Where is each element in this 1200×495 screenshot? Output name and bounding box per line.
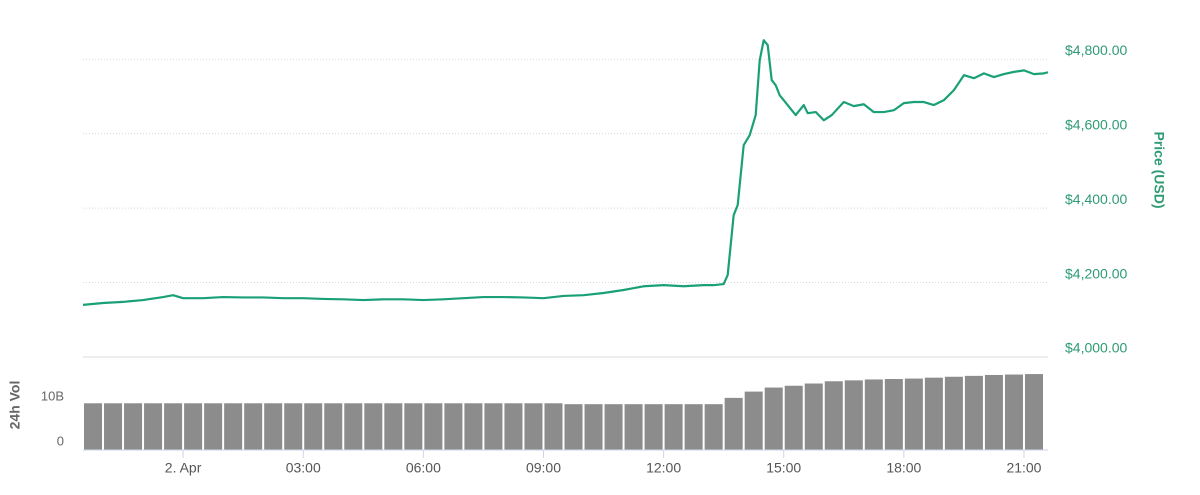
x-tick-label: 2. Apr: [165, 460, 202, 476]
volume-bar: [404, 403, 423, 450]
volume-bar: [504, 403, 523, 450]
volume-bar: [324, 403, 343, 450]
x-tick-label: 03:00: [286, 460, 321, 476]
volume-bar: [864, 379, 883, 450]
volume-bar: [804, 383, 823, 450]
volume-bar: [664, 404, 683, 450]
y-tick-label: $4,400.00: [1065, 191, 1127, 207]
volume-bar: [384, 403, 403, 450]
x-tick-label: 12:00: [646, 460, 681, 476]
volume-bar: [564, 404, 583, 450]
x-tick-label: 09:00: [526, 460, 561, 476]
volume-bar: [484, 403, 503, 450]
volume-bar: [424, 403, 443, 450]
y-tick-label: $4,200.00: [1065, 265, 1127, 281]
volume-bar: [184, 403, 203, 450]
volume-bar: [724, 397, 743, 450]
volume-bar: [984, 374, 1003, 450]
volume-bar: [104, 403, 123, 450]
volume-bar: [784, 385, 803, 450]
volume-bar: [204, 403, 223, 450]
volume-bar: [624, 404, 643, 450]
y-axis-title: 24h Vol: [7, 381, 23, 430]
volume-bar: [904, 378, 923, 450]
volume-bar: [884, 379, 903, 450]
volume-bar: [604, 404, 623, 450]
x-tick-label: 06:00: [406, 460, 441, 476]
y-tick-label: $4,800.00: [1065, 42, 1127, 58]
volume-bar: [964, 375, 983, 450]
volume-bar: [164, 403, 183, 450]
volume-bar: [744, 391, 763, 450]
volume-bar: [704, 404, 723, 450]
volume-bar: [244, 403, 263, 450]
y-axis-title: Price (USD): [1151, 131, 1167, 208]
volume-bar: [284, 403, 303, 450]
y-tick-label: 0: [57, 433, 64, 448]
y-tick-label: 10B: [41, 389, 64, 404]
volume-bar: [364, 403, 383, 450]
volume-bar: [544, 403, 563, 450]
volume-bar: [584, 404, 603, 450]
x-tick-label: 15:00: [766, 460, 801, 476]
volume-bar: [444, 403, 463, 450]
volume-bar: [844, 380, 863, 450]
volume-bar: [84, 403, 103, 450]
price-line: [82, 39, 1049, 306]
volume-bar: [524, 403, 543, 450]
y-tick-label: $4,000.00: [1065, 340, 1127, 356]
volume-bar: [644, 404, 663, 450]
volume-bar: [764, 387, 783, 450]
x-tick-label: 21:00: [1006, 460, 1041, 476]
volume-bar: [684, 404, 703, 450]
volume-bar: [224, 403, 243, 450]
volume-bar: [944, 376, 963, 450]
y-tick-label: $4,600.00: [1065, 116, 1127, 132]
volume-bar: [124, 403, 143, 450]
x-tick-label: 18:00: [886, 460, 921, 476]
volume-bar: [1024, 374, 1043, 450]
volume-bar: [144, 403, 163, 450]
volume-bar: [464, 403, 483, 450]
volume-bar: [824, 381, 843, 450]
volume-bar: [264, 403, 283, 450]
volume-bar: [344, 403, 363, 450]
volume-bar: [304, 403, 323, 450]
volume-bar: [1004, 374, 1023, 450]
volume-bar: [924, 377, 943, 450]
